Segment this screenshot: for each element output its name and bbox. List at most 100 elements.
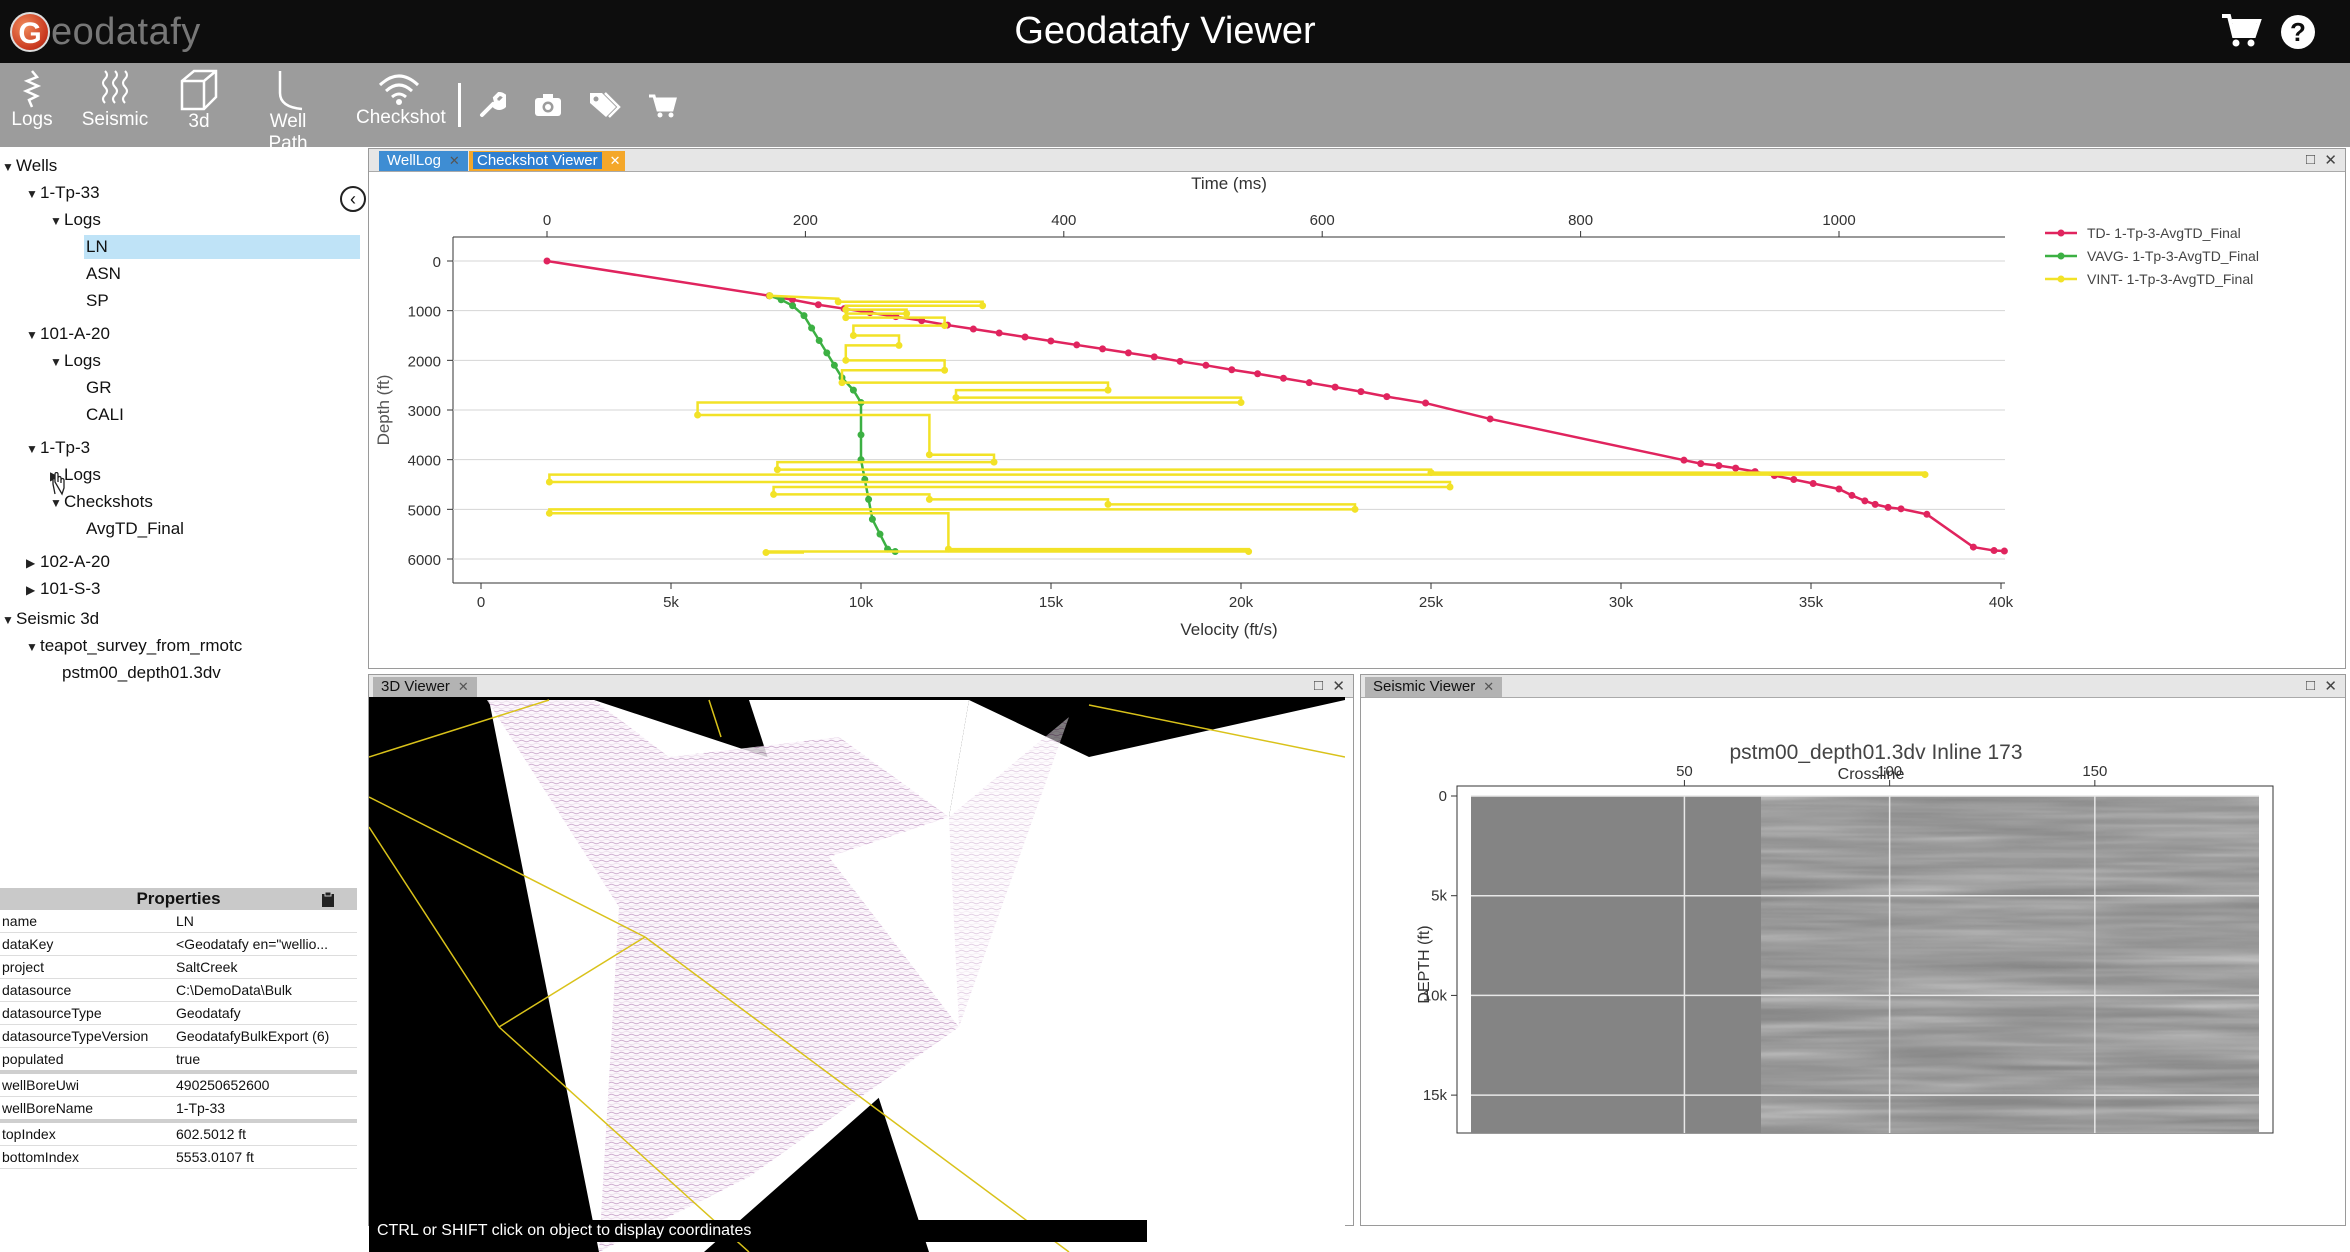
series-point bbox=[1331, 383, 1339, 391]
y-tick-label: 10k bbox=[1423, 987, 1448, 1004]
y-tick-label: 4000 bbox=[408, 453, 441, 470]
tree-node-log[interactable]: SP bbox=[86, 289, 109, 313]
y-tick-label: 3000 bbox=[408, 403, 441, 420]
maximize-icon[interactable]: □ bbox=[2305, 151, 2315, 168]
tree-node-log-selected[interactable]: LN bbox=[84, 235, 360, 259]
series-point bbox=[823, 349, 831, 357]
y-tick-label: 6000 bbox=[408, 552, 441, 569]
maximize-icon[interactable]: □ bbox=[2305, 677, 2315, 694]
close-icon[interactable]: ✕ bbox=[1483, 679, 1495, 694]
close-icon[interactable]: ✕ bbox=[2324, 152, 2337, 169]
property-value: 1-Tp-33 bbox=[176, 1100, 226, 1116]
tree-node-log[interactable]: ASN bbox=[86, 262, 121, 286]
checkshot-button[interactable]: Checkshot bbox=[356, 69, 446, 129]
help-icon[interactable]: ? bbox=[2280, 14, 2316, 55]
checkshot-panel: WellLog ✕ Checkshot Viewer ✕ □ ✕ 0 1000 2000… bbox=[368, 148, 2346, 669]
tree-node-wells[interactable]: ▼ Wells bbox=[2, 154, 57, 178]
logs-button[interactable]: Logs bbox=[10, 69, 54, 131]
expanded-triangle-icon[interactable]: ▼ bbox=[50, 496, 62, 510]
tree-label: ASN bbox=[86, 264, 121, 283]
expanded-triangle-icon[interactable]: ▼ bbox=[2, 613, 14, 627]
seismic-button[interactable]: Seismic bbox=[80, 69, 150, 131]
series-point bbox=[979, 302, 987, 310]
legend-label: TD- 1-Tp-3-AvgTD_Final bbox=[2087, 225, 2241, 241]
close-icon[interactable]: ✕ bbox=[448, 153, 460, 168]
close-icon[interactable]: ✕ bbox=[2324, 678, 2337, 695]
close-icon[interactable]: ✕ bbox=[1332, 678, 1345, 695]
series-point bbox=[925, 451, 933, 459]
close-icon[interactable]: ✕ bbox=[457, 679, 469, 694]
well-path-button[interactable]: Well Path bbox=[250, 69, 326, 155]
property-row: populated true bbox=[0, 1048, 357, 1074]
tree-node-checkshot[interactable]: AvgTD_Final bbox=[86, 517, 184, 541]
tab-welllog[interactable]: WellLog ✕ bbox=[379, 151, 468, 171]
3d-button[interactable]: 3d bbox=[174, 69, 224, 133]
property-row: topIndex 602.5012 ft bbox=[0, 1123, 357, 1146]
y-tick-label: 5000 bbox=[408, 502, 441, 519]
property-value: C:\DemoData\Bulk bbox=[176, 982, 292, 998]
collapsed-triangle-icon[interactable]: ▶ bbox=[26, 583, 36, 597]
close-icon[interactable]: ✕ bbox=[609, 153, 621, 168]
tree-node-log[interactable]: CALI bbox=[86, 403, 124, 427]
properties-header: Properties bbox=[0, 888, 357, 910]
expanded-triangle-icon[interactable]: ▼ bbox=[26, 640, 38, 654]
maximize-icon[interactable]: □ bbox=[1313, 677, 1323, 694]
tree-node-well[interactable]: ▼ 1-Tp-33 bbox=[26, 181, 100, 205]
logo-mark: G bbox=[10, 12, 50, 52]
tree-label: 101-S-3 bbox=[40, 579, 101, 598]
property-key: dataKey bbox=[2, 936, 54, 952]
expanded-triangle-icon[interactable]: ▼ bbox=[50, 355, 62, 369]
series-point bbox=[1871, 500, 1879, 508]
tab-seismic-viewer[interactable]: Seismic Viewer ✕ bbox=[1365, 677, 1503, 697]
top-tick-label: 800 bbox=[1568, 212, 1593, 229]
tree-node-well[interactable]: ▶ 101-S-3 bbox=[26, 577, 100, 601]
series-point bbox=[1835, 485, 1843, 493]
tab-checkshot-viewer[interactable]: Checkshot Viewer ✕ bbox=[469, 151, 625, 171]
expanded-triangle-icon[interactable]: ▼ bbox=[50, 214, 62, 228]
expanded-triangle-icon[interactable]: ▼ bbox=[2, 160, 14, 174]
collapse-panel-button[interactable]: ‹ bbox=[340, 186, 366, 212]
tree-label: Wells bbox=[16, 156, 58, 175]
series-point bbox=[814, 301, 822, 309]
property-key: wellBoreUwi bbox=[2, 1077, 80, 1093]
tree-node-well[interactable]: ▼ 101-A-20 bbox=[26, 322, 110, 346]
legend-marker bbox=[2057, 275, 2065, 283]
y-axis-title: Depth (ft) bbox=[374, 375, 393, 446]
tree-node-well[interactable]: ▼ 1-Tp-3 bbox=[26, 436, 90, 460]
cart-icon[interactable] bbox=[2220, 12, 2262, 53]
viewer3d-canvas[interactable]: CTRL or SHIFT click on object to display… bbox=[369, 697, 1345, 1252]
series-point bbox=[777, 296, 785, 304]
tree-node-survey[interactable]: ▼ teapot_survey_from_rmotc bbox=[26, 634, 242, 658]
tree-node-volume[interactable]: pstm00_depth01.3dv bbox=[62, 661, 221, 685]
x-tick-label: 30k bbox=[1609, 594, 1634, 611]
tree-label: 1-Tp-33 bbox=[40, 183, 100, 202]
expanded-triangle-icon[interactable]: ▼ bbox=[26, 328, 38, 342]
expanded-triangle-icon[interactable]: ▼ bbox=[26, 187, 38, 201]
property-row: wellBoreUwi 490250652600 bbox=[0, 1074, 357, 1097]
tree-node-well[interactable]: ▶ 102-A-20 bbox=[26, 550, 110, 574]
tags-icon[interactable] bbox=[588, 91, 622, 124]
tree-node-logs[interactable]: ▼ Logs bbox=[50, 349, 101, 373]
tab-bar: 3D Viewer ✕ □ ✕ bbox=[369, 675, 1353, 698]
clipboard-icon[interactable] bbox=[321, 891, 335, 913]
tab-3d-viewer[interactable]: 3D Viewer ✕ bbox=[373, 677, 477, 697]
collapsed-triangle-icon[interactable]: ▶ bbox=[26, 556, 36, 570]
checkshot-label: Checkshot bbox=[356, 107, 446, 128]
toolbar: Logs Seismic 3d Well Path Checkshot bbox=[0, 63, 2350, 154]
wrench-icon[interactable] bbox=[478, 91, 509, 124]
tree-node-logs[interactable]: ▼ Logs bbox=[50, 208, 101, 232]
tree-node-seismic[interactable]: ▼ Seismic 3d bbox=[2, 607, 99, 631]
expanded-triangle-icon[interactable]: ▼ bbox=[26, 442, 38, 456]
y-tick-label: 2000 bbox=[408, 353, 441, 370]
property-key: name bbox=[2, 913, 38, 929]
series-point bbox=[1305, 379, 1313, 387]
tree-node-log[interactable]: GR bbox=[86, 376, 112, 400]
x-tick-label: 40k bbox=[1989, 594, 2014, 611]
series-point bbox=[766, 292, 774, 300]
tab-bar: WellLog ✕ Checkshot Viewer ✕ □ ✕ bbox=[369, 149, 2345, 172]
series-point bbox=[1104, 386, 1112, 394]
tree-node-checkshots[interactable]: ▼ Checkshots bbox=[50, 490, 153, 514]
series-point bbox=[995, 329, 1003, 337]
camera-icon[interactable] bbox=[534, 93, 562, 122]
cart-add-icon[interactable] bbox=[648, 93, 678, 124]
